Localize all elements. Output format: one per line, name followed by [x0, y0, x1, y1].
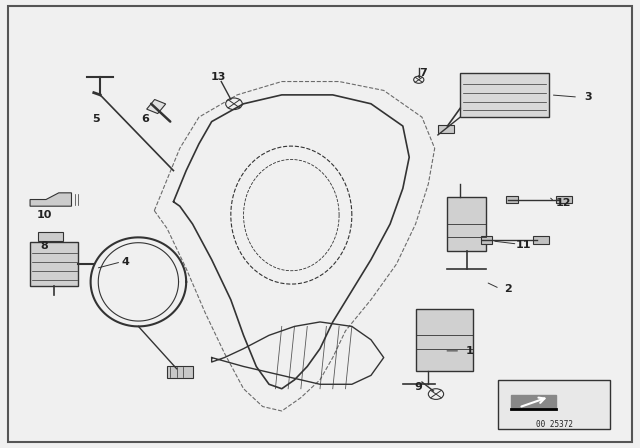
- Text: 9: 9: [415, 383, 422, 392]
- Bar: [499, 380, 610, 429]
- Bar: [460, 73, 549, 117]
- Text: 3: 3: [584, 92, 591, 102]
- Bar: [438, 125, 454, 133]
- Text: 6: 6: [141, 114, 148, 125]
- Bar: [534, 236, 549, 244]
- Text: 13: 13: [211, 72, 226, 82]
- Bar: [556, 196, 572, 203]
- Text: 11: 11: [516, 241, 532, 250]
- Bar: [481, 236, 492, 244]
- Text: 8: 8: [41, 241, 49, 251]
- Text: 2: 2: [504, 284, 512, 293]
- Text: 5: 5: [92, 114, 99, 125]
- Bar: [147, 99, 166, 114]
- Text: 1: 1: [466, 346, 474, 356]
- Text: 4: 4: [122, 257, 129, 267]
- Bar: [415, 309, 473, 371]
- Bar: [30, 242, 78, 286]
- Text: 7: 7: [419, 68, 427, 78]
- Bar: [38, 232, 63, 241]
- Text: 10: 10: [37, 210, 52, 220]
- Polygon shape: [511, 396, 556, 409]
- Bar: [506, 196, 518, 203]
- Bar: [447, 197, 486, 251]
- Bar: [167, 366, 193, 378]
- Text: 00 25372: 00 25372: [536, 420, 573, 429]
- Text: 12: 12: [556, 198, 571, 207]
- Polygon shape: [30, 193, 72, 206]
